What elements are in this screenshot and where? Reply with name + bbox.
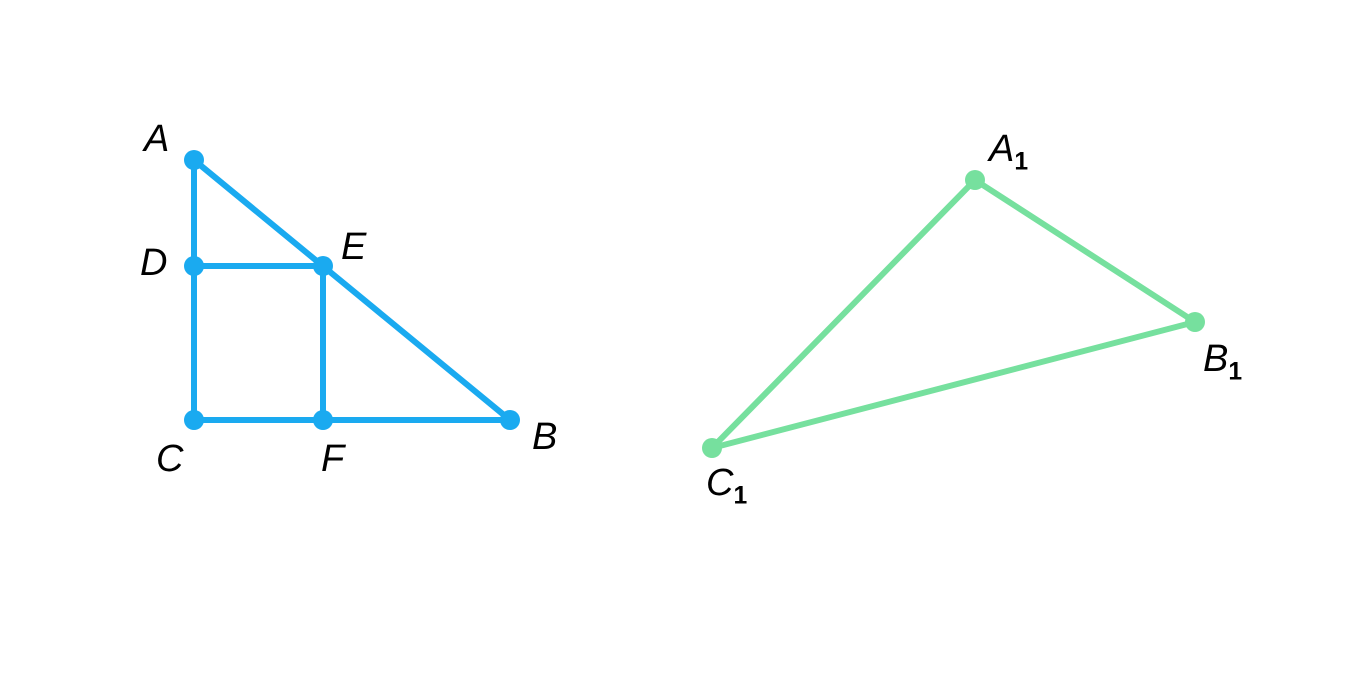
label-main-B1: B (1203, 338, 1228, 380)
point-A1 (965, 170, 985, 190)
point-D (184, 256, 204, 276)
label-F: F (321, 438, 344, 481)
label-A: A (144, 118, 169, 161)
figure-1 (184, 150, 520, 430)
label-C1: C1 (706, 462, 747, 511)
label-main-A1: A (989, 128, 1014, 170)
point-F (313, 410, 333, 430)
edge-A-B (194, 160, 510, 420)
label-D: D (140, 242, 167, 285)
label-sub-A1: 1 (1014, 149, 1028, 176)
point-E (313, 256, 333, 276)
label-sub-C1: 1 (733, 483, 747, 510)
label-E: E (341, 226, 366, 269)
point-C (184, 410, 204, 430)
label-sub-B1: 1 (1228, 359, 1242, 386)
point-A (184, 150, 204, 170)
figure-2 (702, 170, 1205, 458)
label-main-C1: C (706, 462, 733, 504)
point-B1 (1185, 312, 1205, 332)
diagram-canvas (0, 0, 1350, 680)
edge-C1-A1 (712, 180, 975, 448)
point-B (500, 410, 520, 430)
edge-A1-B1 (975, 180, 1195, 322)
label-A1: A1 (989, 128, 1028, 177)
label-B1: B1 (1203, 338, 1242, 387)
label-B: B (532, 416, 557, 459)
label-C: C (156, 438, 183, 481)
edge-B1-C1 (712, 322, 1195, 448)
point-C1 (702, 438, 722, 458)
